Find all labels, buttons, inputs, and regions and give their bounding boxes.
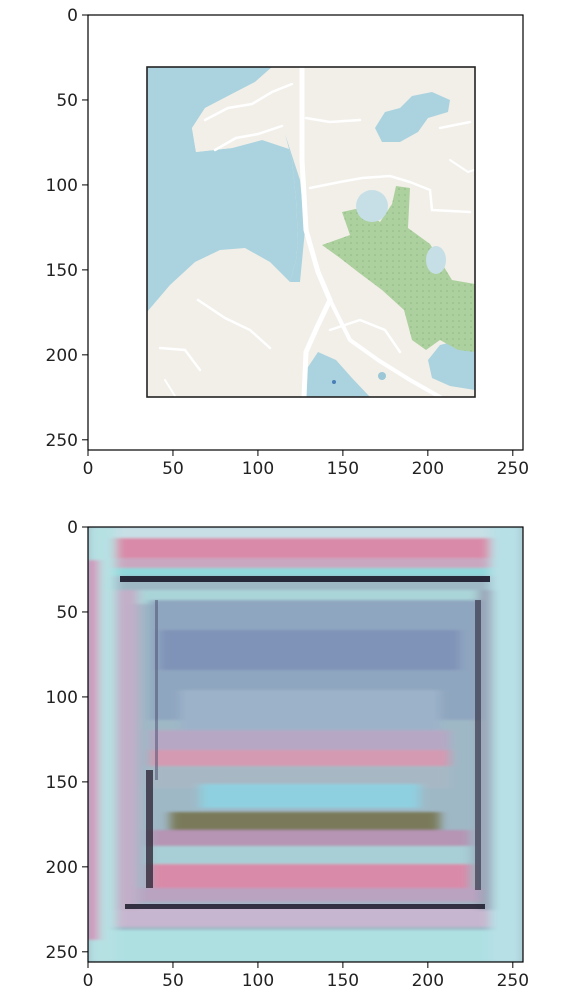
map-pond-top [375,92,450,142]
bottom-x-tick-label: 250 [497,971,529,991]
bottom-x-tick-label: 0 [83,971,94,991]
map-marker-2 [332,380,336,384]
bottom-y-tick-label: 150 [46,773,78,793]
top-y-ticks: 0 50 100 150 200 250 [46,6,88,451]
bottom-y-tick-label: 0 [67,518,78,538]
top-x-tick-label: 50 [162,459,184,479]
top-panel: 0 50 100 150 200 250 0 50 100 150 200 250 [46,6,529,479]
top-axes-spines [87,14,524,451]
map-roads [158,64,475,400]
top-y-tick-label: 150 [46,261,78,281]
bottom-panel: 0 50 100 150 200 250 0 50 100 150 200 250 [46,518,529,991]
top-x-tick-label: 100 [242,459,274,479]
map-water-bottom-center [302,352,370,397]
top-x-tick-label: 0 [83,459,94,479]
top-y-tick-label: 100 [46,176,78,196]
top-x-ticks: 0 50 100 150 200 250 [83,450,529,479]
bottom-x-tick-label: 50 [162,971,184,991]
map-marker-1 [378,372,386,380]
bottom-y-tick-label: 50 [56,603,78,623]
bottom-y-tick-label: 250 [46,943,78,963]
map-frame [146,66,476,398]
map-water-bottom-right [428,340,475,390]
map-park [322,186,475,352]
bottom-y-ticks: 0 50 100 150 200 250 [46,518,88,963]
map-wetland-1 [356,190,388,222]
bottom-x-tick-label: 100 [242,971,274,991]
top-y-tick-label: 250 [46,431,78,451]
bottom-x-tick-label: 150 [327,971,359,991]
map-wetland-2 [426,246,446,274]
map-water-channel [285,134,305,282]
bottom-axes-spines [87,526,524,963]
top-y-tick-label: 0 [67,6,78,26]
top-y-tick-label: 200 [46,346,78,366]
top-x-tick-label: 200 [412,459,444,479]
bottom-x-tick-label: 200 [412,971,444,991]
top-x-tick-label: 250 [497,459,529,479]
map-water-main [147,67,298,312]
top-y-tick-label: 50 [56,91,78,111]
top-x-tick-label: 150 [327,459,359,479]
map-image [146,64,476,400]
map-land-peninsula [192,67,300,152]
bottom-x-ticks: 0 50 100 150 200 250 [83,962,529,991]
bottom-y-tick-label: 200 [46,858,78,878]
bottom-y-tick-label: 100 [46,688,78,708]
generated-image [88,527,523,962]
